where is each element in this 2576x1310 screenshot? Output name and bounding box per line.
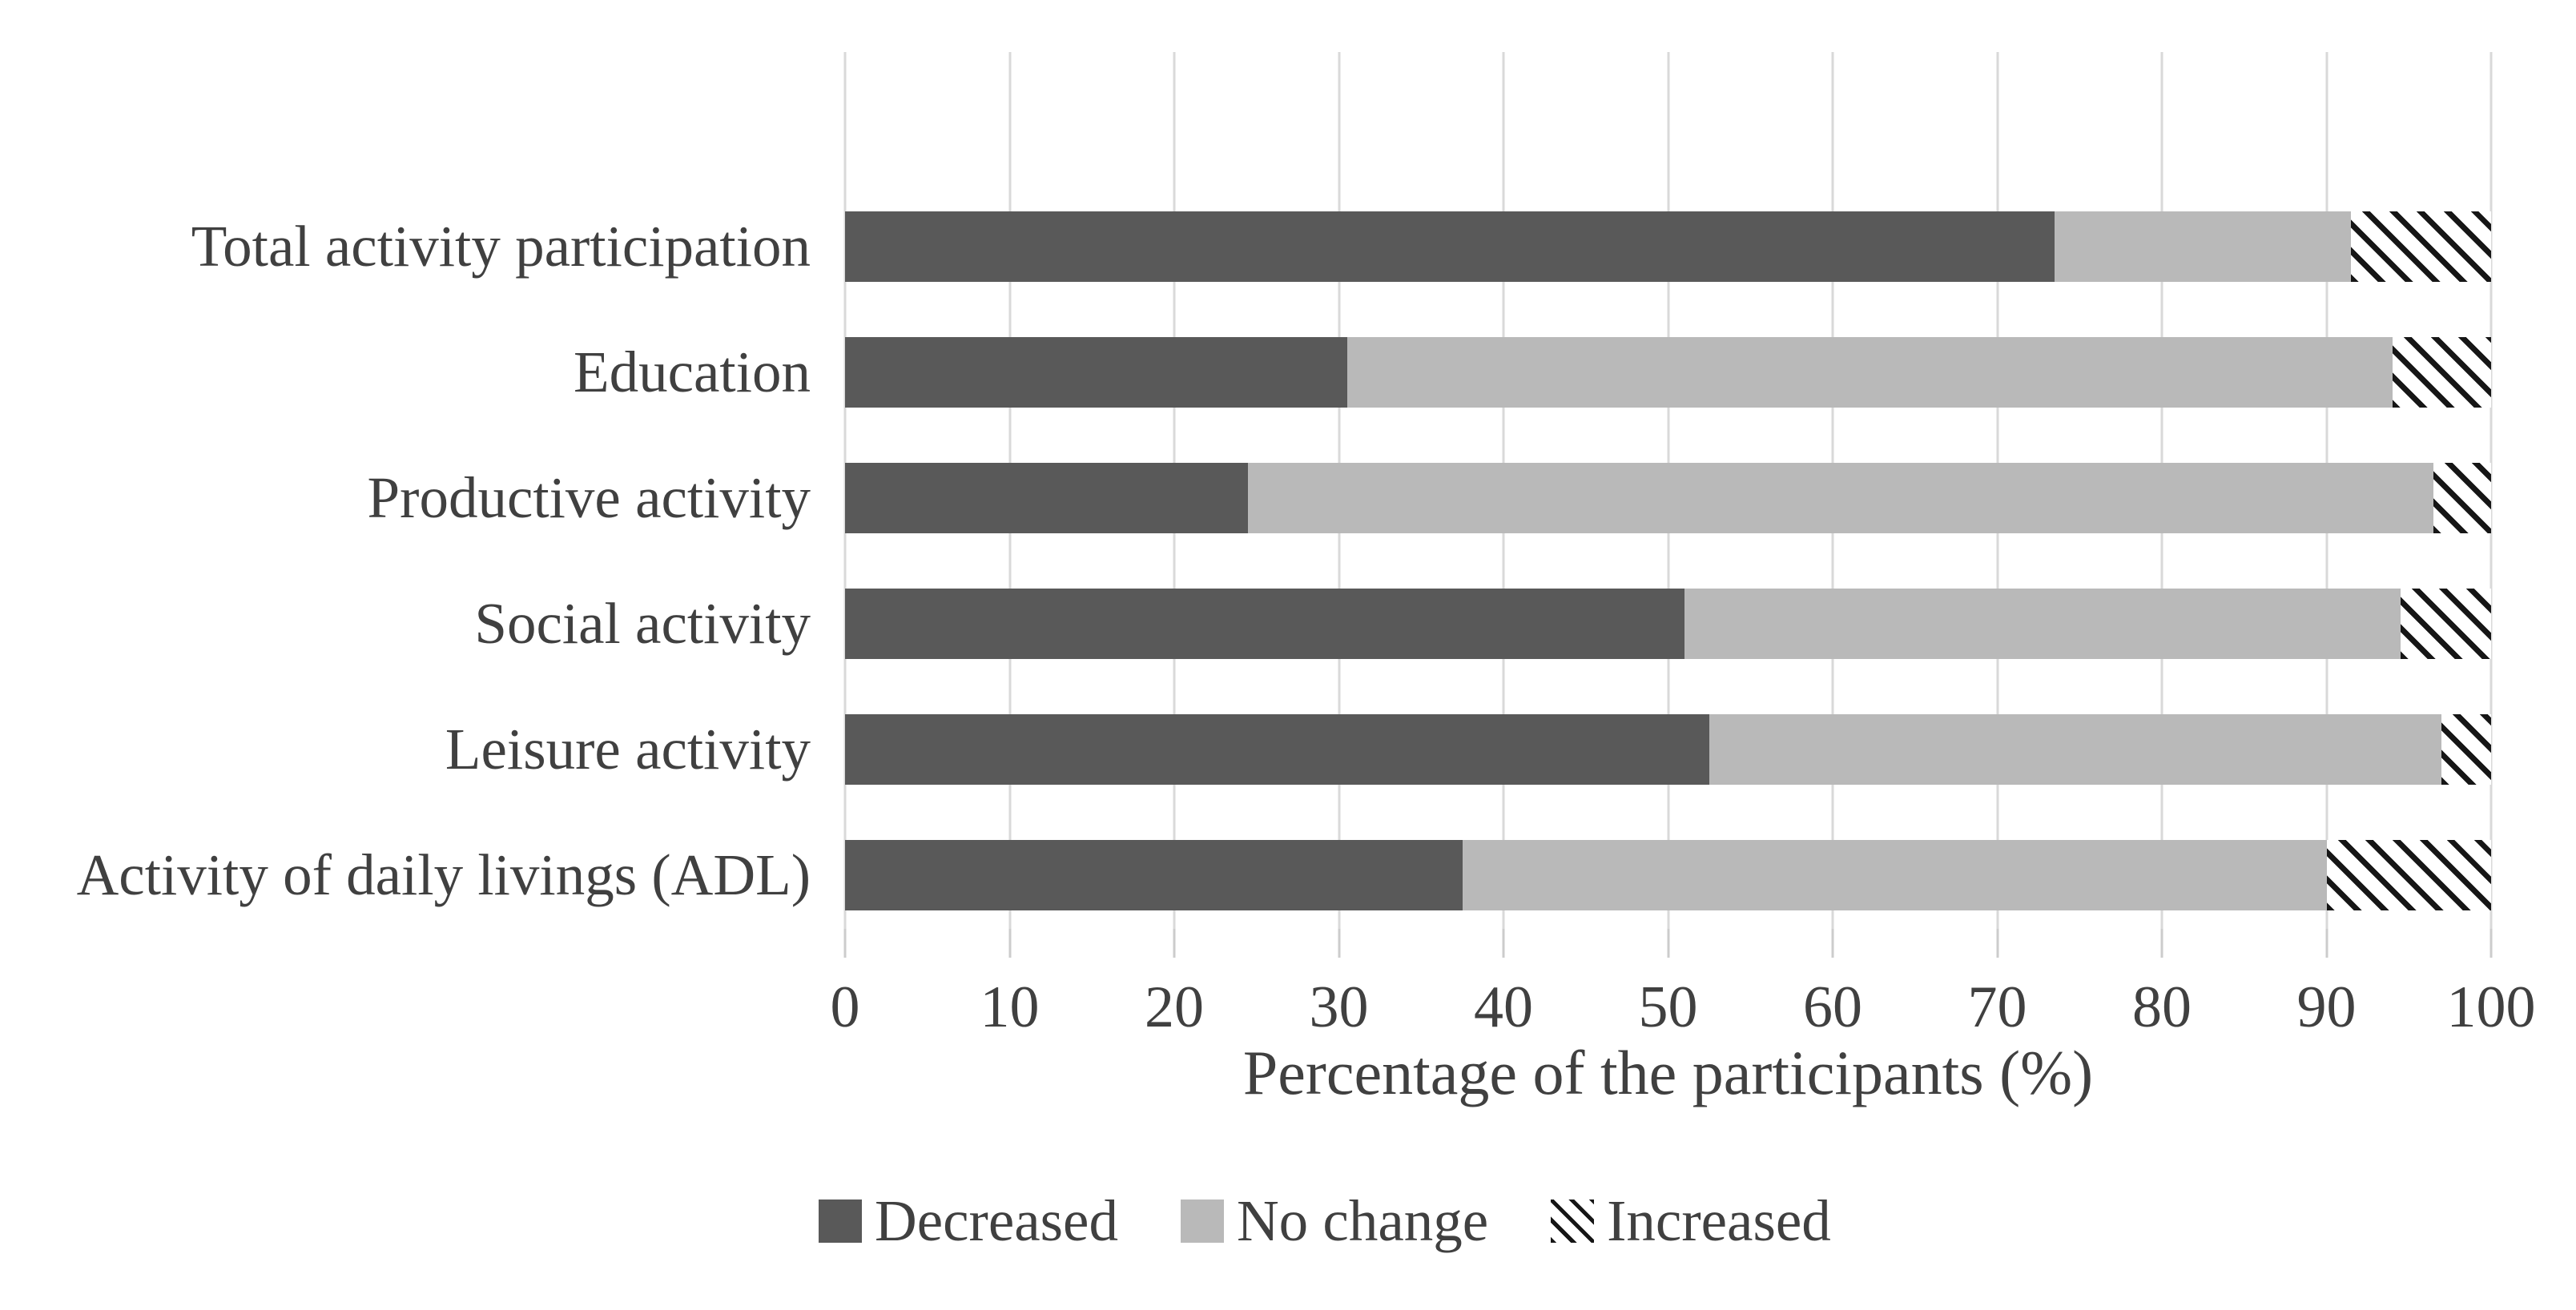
bar-row bbox=[845, 337, 2491, 408]
x-axis-tick-label: 20 bbox=[1145, 974, 1204, 1040]
bar-row bbox=[845, 714, 2491, 785]
legend-item-no-change: No change bbox=[1180, 1187, 1489, 1255]
x-axis-tick bbox=[1996, 929, 1998, 958]
bar-segment-increased bbox=[2392, 337, 2491, 408]
x-axis-tick bbox=[843, 929, 847, 958]
bar-segment-no-change bbox=[1709, 714, 2442, 785]
x-axis-tick bbox=[1502, 929, 1505, 958]
bar-row bbox=[845, 840, 2491, 910]
bar-segment-decreased bbox=[845, 337, 1347, 408]
x-axis-tick-label: 50 bbox=[1638, 974, 1698, 1040]
x-axis-tick-label: 70 bbox=[1967, 974, 2027, 1040]
x-axis-tick-label: 80 bbox=[2132, 974, 2192, 1040]
x-axis-tick-label: 40 bbox=[1474, 974, 1533, 1040]
bar-segment-increased bbox=[2326, 840, 2491, 910]
bar-segment-increased bbox=[2433, 463, 2491, 533]
bar-row bbox=[845, 463, 2491, 533]
x-axis-tick bbox=[2160, 929, 2163, 958]
plot-area: 0 10 20 30 40 50 60 70 80 90 100 bbox=[831, 52, 2536, 1039]
x-axis-tick bbox=[2489, 929, 2493, 958]
increased-swatch-icon bbox=[1551, 1199, 1595, 1243]
x-axis-tick-label: 0 bbox=[830, 974, 860, 1040]
bar-segment-decreased bbox=[845, 463, 1249, 533]
legend-label-no-change: No change bbox=[1236, 1188, 1489, 1253]
bar-segment-increased bbox=[2441, 714, 2491, 785]
bar-segment-increased bbox=[2351, 211, 2491, 282]
gridline bbox=[2489, 52, 2493, 929]
legend-label-decreased: Decreased bbox=[875, 1188, 1118, 1253]
legend: Decreased No change Increased bbox=[819, 1187, 1831, 1255]
bar-segment-decreased bbox=[845, 714, 1709, 785]
category-label: Productive activity bbox=[367, 465, 811, 530]
bar-row bbox=[845, 211, 2491, 282]
category-axis-labels: Total activity participation Education Pro… bbox=[0, 52, 811, 929]
category-label: Activity of daily livings (ADL) bbox=[76, 842, 811, 907]
bar-segment-decreased bbox=[845, 840, 1463, 910]
legend-item-decreased: Decreased bbox=[819, 1187, 1118, 1255]
x-axis-tick bbox=[2325, 929, 2328, 958]
x-axis-tick bbox=[1173, 929, 1176, 958]
x-axis-tick-label: 90 bbox=[2296, 974, 2357, 1040]
x-axis-tick bbox=[1338, 929, 1340, 958]
x-axis-tick bbox=[1667, 929, 1669, 958]
x-axis-tick bbox=[1831, 929, 1834, 958]
x-axis-tick-label: 60 bbox=[1803, 974, 1862, 1040]
x-axis-title: Percentage of the participants (%) bbox=[1242, 1038, 2094, 1107]
x-axis-tick-label: 10 bbox=[980, 974, 1040, 1040]
category-label: Education bbox=[574, 340, 811, 404]
no-change-swatch-icon bbox=[1180, 1199, 1224, 1243]
x-axis-tick-label: 100 bbox=[2446, 974, 2536, 1040]
legend-label-increased: Increased bbox=[1607, 1188, 1831, 1253]
bar-row bbox=[845, 589, 2491, 659]
category-label: Leisure activity bbox=[445, 717, 811, 782]
legend-item-increased: Increased bbox=[1551, 1187, 1831, 1255]
bar-segment-decreased bbox=[845, 211, 2055, 282]
bar-segment-no-change bbox=[1248, 463, 2434, 533]
bar-segment-decreased bbox=[845, 589, 1685, 659]
x-axis-tick-label: 30 bbox=[1309, 974, 1369, 1040]
decreased-swatch-icon bbox=[819, 1199, 862, 1243]
bar-segment-no-change bbox=[1684, 589, 2401, 659]
bar-segment-increased bbox=[2400, 589, 2491, 659]
bar-segment-no-change bbox=[1462, 840, 2327, 910]
category-label: Social activity bbox=[474, 591, 811, 656]
x-axis-tick bbox=[1008, 929, 1011, 958]
bar-segment-no-change bbox=[1346, 337, 2393, 408]
category-label: Total activity participation bbox=[191, 214, 811, 279]
bar-segment-no-change bbox=[2055, 211, 2352, 282]
